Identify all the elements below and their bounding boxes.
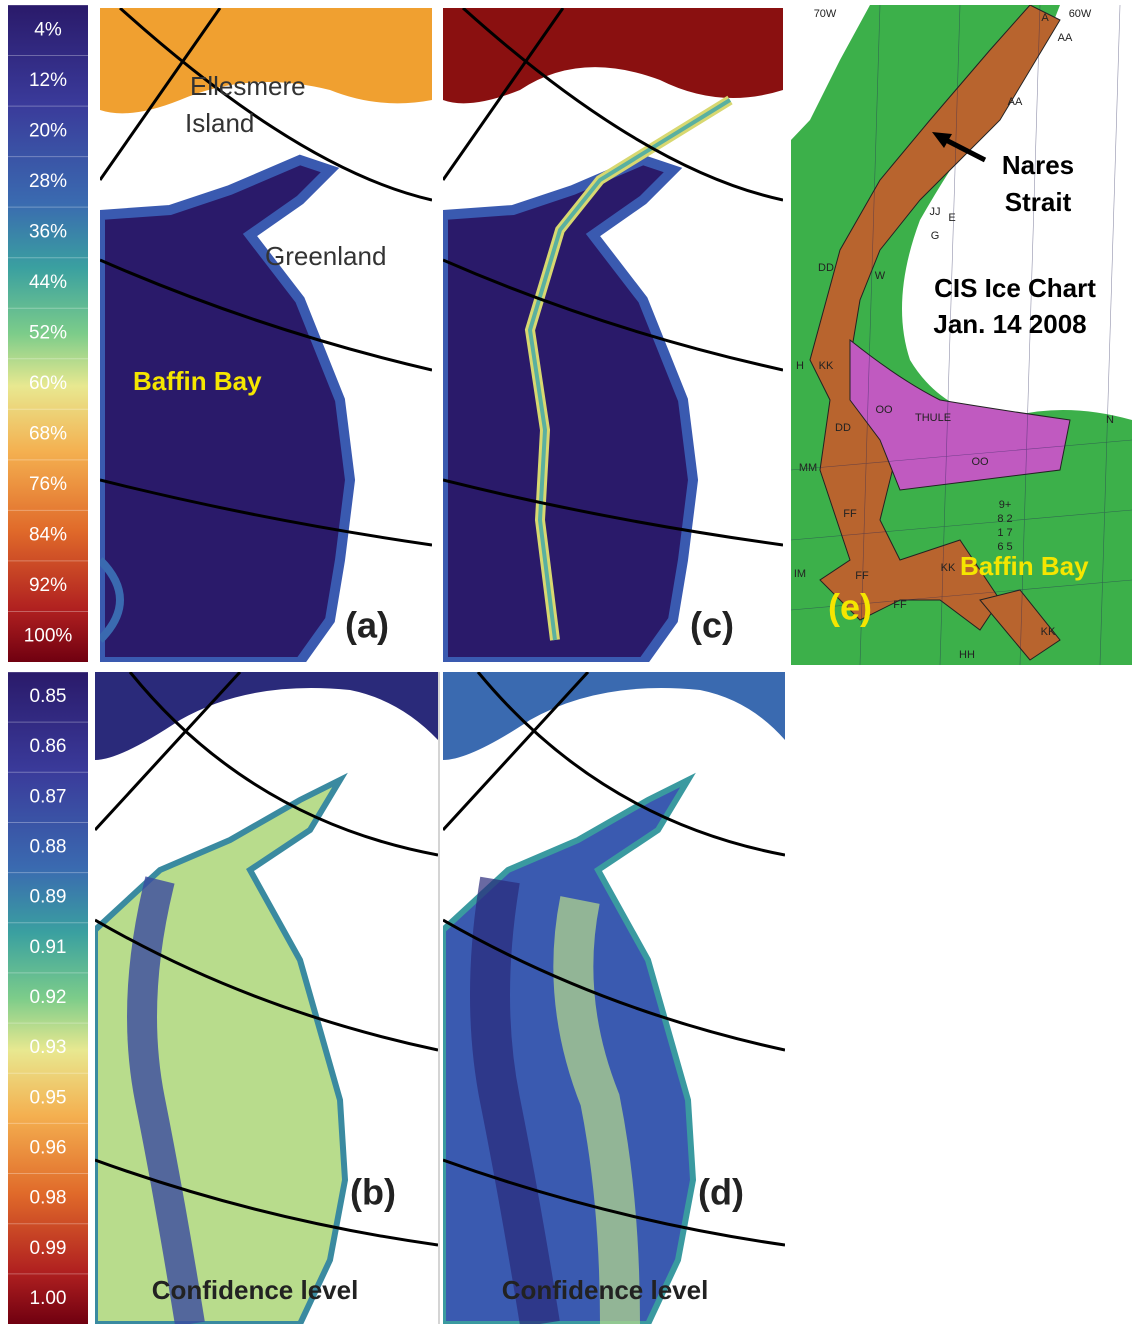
colorbar-label: 0.92 [30, 987, 67, 1008]
caption: Confidence level [502, 1275, 709, 1305]
colorbar-label: 20% [29, 120, 67, 141]
ice-code: E [948, 212, 955, 224]
ice-code: MM [799, 462, 817, 474]
ice-code: FF [843, 508, 857, 520]
caption: Confidence level [152, 1275, 359, 1305]
panel-label: (d) [698, 1172, 744, 1213]
ice-code: KK [819, 360, 834, 372]
ice-code: OO [875, 404, 893, 416]
colorbar-label: 0.95 [30, 1087, 67, 1108]
panel-a [100, 8, 432, 662]
colorbar-label: 0.91 [30, 937, 67, 958]
colorbar-label: 0.99 [30, 1238, 67, 1259]
ice-code: FF [893, 599, 907, 611]
ice-code: IM [794, 568, 806, 580]
ice-code: H [796, 360, 804, 372]
colorbar-label: 0.96 [30, 1137, 67, 1158]
place-label: Island [185, 108, 254, 138]
chart-title: CIS Ice Chart [934, 273, 1096, 303]
colorbar-label: 36% [29, 221, 67, 242]
colorbar-label: 0.89 [30, 887, 67, 908]
ice-code: HH [959, 649, 975, 661]
colorbar-label: 52% [29, 323, 67, 344]
ice-code: AA [1008, 96, 1023, 108]
ice-code: 70W [814, 8, 837, 20]
panel-label: (b) [350, 1172, 396, 1213]
chart-date: Jan. 14 2008 [933, 309, 1086, 339]
ice-code: 60W [1069, 8, 1092, 20]
ice-code: 6 5 [997, 541, 1012, 553]
panel-label: (c) [690, 605, 734, 646]
ice-code: JJ [930, 206, 941, 218]
place-label: Ellesmere [190, 71, 306, 101]
colorbar-label: 0.88 [30, 837, 67, 858]
annotation: Nares [1002, 150, 1074, 180]
panel-d [443, 672, 785, 1324]
colorbar-label: 100% [24, 626, 73, 647]
place-label: Baffin Bay [133, 366, 262, 396]
ice-code: 8 2 [997, 513, 1012, 525]
ice-code: AA [1058, 32, 1073, 44]
colorbar-label: 76% [29, 474, 67, 495]
panel-label: (a) [345, 605, 389, 646]
ice-code: 1 7 [997, 527, 1012, 539]
ice-code: W [875, 270, 886, 282]
colorbar-label: 68% [29, 424, 67, 445]
ice-code: KK [941, 562, 956, 574]
ice-code: DD [835, 422, 851, 434]
colorbar-label: 84% [29, 525, 67, 546]
ice-code: THULE [915, 412, 951, 424]
ice-code: 9+ [999, 499, 1012, 511]
figure: Ellesmere Island Greenland Baffin Bay (a… [0, 0, 1132, 1324]
colorbar-label: 0.86 [30, 736, 67, 757]
ice-code: G [931, 230, 940, 242]
ice-code: OO [971, 456, 989, 468]
colorbar-label: 0.98 [30, 1188, 67, 1209]
ice-code: FF [855, 570, 869, 582]
colorbar-label: 1.00 [30, 1288, 67, 1309]
colorbar-label: 0.85 [30, 686, 67, 707]
panel-c [443, 8, 783, 662]
ice-code: A [1041, 12, 1049, 24]
annotation: Strait [1005, 187, 1072, 217]
ice-code: DD [818, 262, 834, 274]
colorbar-label: 0.87 [30, 786, 67, 807]
colorbar-label: 0.93 [30, 1037, 67, 1058]
panel-b [95, 672, 438, 1324]
colorbar-label: 92% [29, 575, 67, 596]
ice-code: N [1106, 414, 1114, 426]
ice-code: KK [1041, 626, 1056, 638]
colorbar-label: 28% [29, 171, 67, 192]
place-label: Greenland [265, 241, 386, 271]
panel-label: (e) [828, 587, 872, 628]
colorbar-label: 4% [34, 19, 62, 40]
colorbar-label: 60% [29, 373, 67, 394]
place-label: Baffin Bay [960, 551, 1089, 581]
colorbar-label: 12% [29, 70, 67, 91]
colorbar-label: 44% [29, 272, 67, 293]
